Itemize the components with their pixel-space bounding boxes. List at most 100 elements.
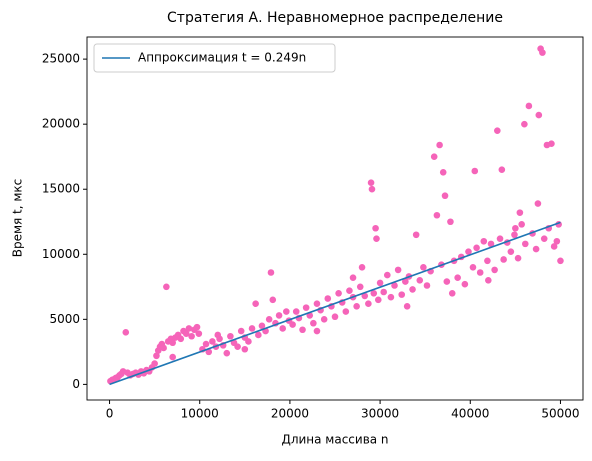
point xyxy=(275,312,283,319)
point xyxy=(485,277,492,284)
point xyxy=(299,326,306,334)
point xyxy=(193,323,201,331)
point xyxy=(372,224,379,232)
point xyxy=(441,192,449,200)
point xyxy=(182,330,190,337)
point xyxy=(185,325,193,332)
point xyxy=(476,269,484,276)
point xyxy=(521,120,528,128)
point xyxy=(292,308,300,315)
point xyxy=(214,331,222,339)
point xyxy=(331,313,339,321)
point xyxy=(553,237,561,245)
point xyxy=(461,280,469,288)
x-tick-label: 50000 xyxy=(541,407,579,421)
point xyxy=(324,295,332,302)
point xyxy=(394,266,402,274)
point xyxy=(265,316,273,323)
chart-title: Стратегия А. Неравномерное распределение xyxy=(167,10,503,26)
point xyxy=(380,288,387,296)
point xyxy=(255,331,262,339)
point xyxy=(177,335,185,343)
x-tick-label: 0 xyxy=(106,407,114,421)
x-tick-label: 10000 xyxy=(181,407,219,421)
point xyxy=(342,308,350,315)
point xyxy=(302,304,310,311)
point xyxy=(160,344,167,352)
point xyxy=(365,300,372,308)
x-tick-label: 30000 xyxy=(361,407,399,421)
y-tick-label: 25000 xyxy=(42,52,80,66)
point xyxy=(484,257,491,265)
point xyxy=(532,245,540,253)
point xyxy=(471,167,479,175)
point xyxy=(376,279,384,287)
fit-line xyxy=(109,221,561,386)
point xyxy=(473,244,480,252)
point xyxy=(420,263,427,271)
point xyxy=(398,291,406,298)
point xyxy=(454,274,461,281)
point xyxy=(227,332,234,340)
point xyxy=(494,127,501,134)
point xyxy=(188,332,195,340)
point xyxy=(169,353,176,361)
y-tick-label: 10000 xyxy=(42,247,80,261)
point xyxy=(498,166,506,174)
point xyxy=(313,327,321,335)
point xyxy=(514,254,522,262)
point xyxy=(320,316,328,323)
y-tick-label: 0 xyxy=(72,377,80,391)
point xyxy=(511,231,518,239)
point xyxy=(122,329,130,336)
point xyxy=(443,278,451,285)
point xyxy=(245,338,252,345)
y-tick-label: 5000 xyxy=(49,312,80,326)
point xyxy=(370,290,378,297)
point xyxy=(387,293,395,301)
point xyxy=(496,235,504,242)
point xyxy=(391,282,398,289)
point xyxy=(346,287,353,295)
point xyxy=(289,321,296,328)
x-axis-label: Длина массива n xyxy=(281,433,388,447)
point xyxy=(436,141,443,149)
point xyxy=(507,248,515,255)
legend-box xyxy=(93,43,336,73)
point xyxy=(335,290,342,297)
point xyxy=(535,111,543,119)
point xyxy=(412,231,420,239)
point xyxy=(447,218,454,226)
point xyxy=(269,296,277,304)
point xyxy=(279,325,286,332)
point xyxy=(500,256,507,263)
point xyxy=(439,169,447,176)
point xyxy=(487,240,495,248)
point xyxy=(480,237,488,245)
point xyxy=(384,271,391,279)
point xyxy=(557,257,564,265)
point xyxy=(534,200,542,207)
point xyxy=(403,303,411,310)
point xyxy=(518,221,525,228)
point xyxy=(469,263,477,271)
y-tick-label: 15000 xyxy=(42,182,80,196)
point xyxy=(195,330,203,337)
point xyxy=(310,319,317,327)
point xyxy=(223,349,231,357)
point xyxy=(548,140,555,147)
point xyxy=(491,266,498,274)
point xyxy=(516,209,524,216)
point xyxy=(234,343,241,350)
point xyxy=(423,282,431,289)
point xyxy=(356,283,364,291)
point xyxy=(237,327,245,335)
point xyxy=(448,290,456,297)
point xyxy=(151,360,158,367)
point xyxy=(525,102,533,110)
point xyxy=(205,348,213,356)
point xyxy=(368,185,376,193)
x-tick-label: 40000 xyxy=(451,407,489,421)
point xyxy=(361,292,369,300)
